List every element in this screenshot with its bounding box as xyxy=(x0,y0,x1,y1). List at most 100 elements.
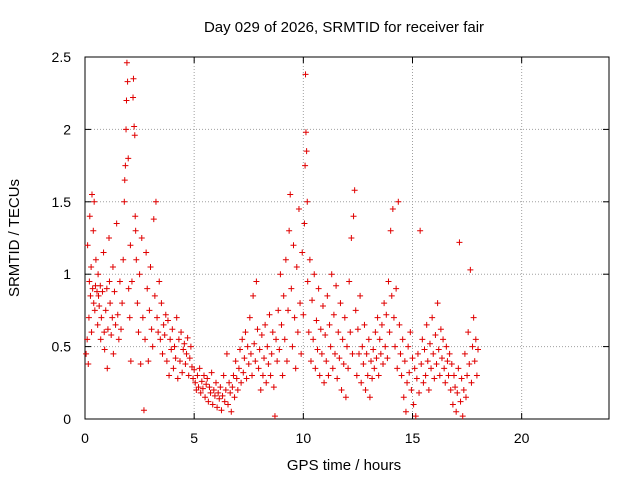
data-point xyxy=(350,213,357,220)
data-point xyxy=(123,59,130,66)
data-point xyxy=(207,389,214,396)
data-point xyxy=(256,346,263,353)
data-point xyxy=(275,307,282,314)
grid-lines xyxy=(85,57,609,419)
data-point xyxy=(424,358,431,365)
data-point xyxy=(378,321,385,328)
data-point xyxy=(104,365,111,372)
data-point xyxy=(375,372,382,379)
data-point xyxy=(425,387,432,394)
data-point xyxy=(397,350,404,357)
data-markers xyxy=(83,59,481,420)
data-point xyxy=(290,242,297,249)
data-point xyxy=(288,285,295,292)
data-point xyxy=(125,155,132,162)
data-point xyxy=(194,372,201,379)
data-point xyxy=(285,307,292,314)
data-point xyxy=(466,360,473,367)
data-point xyxy=(321,379,328,386)
data-point xyxy=(311,271,318,278)
data-point xyxy=(263,379,270,386)
data-point xyxy=(173,314,180,321)
data-point xyxy=(315,285,322,292)
data-point xyxy=(247,350,254,357)
data-point xyxy=(114,311,121,318)
data-point xyxy=(401,358,408,365)
data-point xyxy=(169,326,176,333)
data-point xyxy=(150,216,157,223)
data-point xyxy=(85,360,92,367)
data-point xyxy=(339,336,346,343)
data-point xyxy=(200,372,207,379)
data-point xyxy=(159,350,166,357)
data-point xyxy=(279,372,286,379)
data-point xyxy=(299,249,306,256)
data-point xyxy=(89,285,96,292)
data-point xyxy=(278,321,285,328)
data-point xyxy=(417,227,424,234)
data-point xyxy=(312,365,319,372)
y-tick-label: 0.5 xyxy=(52,339,72,355)
data-point xyxy=(271,413,278,420)
data-point xyxy=(382,343,389,350)
data-point xyxy=(140,407,147,414)
data-point xyxy=(160,321,167,328)
data-point xyxy=(246,314,253,321)
data-point xyxy=(413,375,420,382)
data-point xyxy=(98,314,105,321)
data-point xyxy=(291,314,298,321)
data-point xyxy=(199,385,206,392)
data-point xyxy=(101,329,108,336)
data-point xyxy=(120,256,127,263)
data-point xyxy=(470,314,477,321)
data-point xyxy=(218,407,225,414)
data-point xyxy=(438,355,445,362)
data-point xyxy=(182,360,189,367)
data-point xyxy=(456,239,463,246)
data-point xyxy=(414,350,421,357)
data-point xyxy=(84,242,91,249)
data-point xyxy=(92,256,99,263)
data-point xyxy=(362,387,369,394)
data-point xyxy=(127,242,134,249)
data-point xyxy=(146,307,153,314)
data-point xyxy=(473,372,480,379)
data-point xyxy=(435,346,442,353)
axis-ticks: 0 5 10 15 20 0 0.5 1 1.5 2 2.5 xyxy=(52,49,609,446)
data-point xyxy=(203,381,210,388)
data-point xyxy=(419,336,426,343)
data-point xyxy=(304,278,311,285)
data-point xyxy=(172,355,179,362)
data-point xyxy=(147,263,154,270)
data-point xyxy=(390,314,397,321)
data-point xyxy=(314,346,321,353)
data-point xyxy=(360,360,367,367)
data-point xyxy=(257,387,264,394)
data-point xyxy=(313,317,320,324)
data-point xyxy=(221,398,228,405)
data-point xyxy=(458,375,465,382)
data-point xyxy=(363,350,370,357)
data-point xyxy=(305,329,312,336)
data-point xyxy=(237,346,244,353)
data-point xyxy=(178,329,185,336)
data-point xyxy=(261,355,268,362)
data-point xyxy=(148,326,155,333)
data-point xyxy=(245,360,252,367)
data-point xyxy=(228,408,235,415)
data-point xyxy=(102,307,109,314)
data-point xyxy=(196,365,203,372)
data-point xyxy=(307,358,314,365)
data-point xyxy=(250,292,257,299)
data-point xyxy=(389,206,396,213)
chart-title: Day 029 of 2026, SRMTID for receiver fai… xyxy=(204,19,484,36)
data-point xyxy=(341,314,348,321)
data-point xyxy=(434,300,441,307)
data-point xyxy=(283,358,290,365)
data-point xyxy=(252,358,259,365)
data-point xyxy=(243,375,250,382)
data-point xyxy=(88,191,95,198)
data-point xyxy=(118,326,125,333)
data-point xyxy=(197,389,204,396)
data-point xyxy=(349,350,356,357)
